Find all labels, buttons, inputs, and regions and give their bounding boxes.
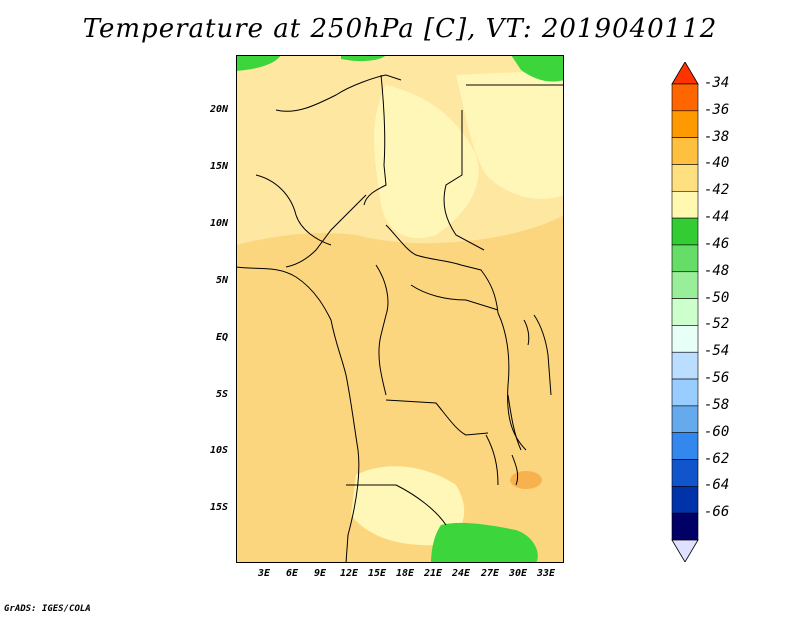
temperature-map — [236, 55, 564, 563]
colorbar-segment — [671, 271, 699, 299]
colorbar-segment — [671, 405, 699, 434]
colorbar-label: -40 — [704, 155, 730, 172]
colorbar-segment — [671, 378, 699, 407]
colorbar-label: -48 — [704, 262, 730, 279]
lon-label-21e: 21E — [423, 568, 443, 579]
lon-label-3e: 3E — [257, 568, 271, 579]
colorbar-label: -66 — [704, 504, 730, 521]
lat-label-15s: 15S — [209, 502, 228, 513]
warm-temperature-region — [236, 215, 564, 563]
cold-patch-northeast — [511, 55, 564, 82]
cold-patch-south — [431, 522, 538, 563]
colorbar-label: -44 — [704, 209, 730, 226]
colorbar-segment — [671, 512, 699, 541]
colorbar-label: -60 — [704, 423, 730, 440]
colorbar-label: -46 — [704, 235, 730, 252]
colorbar-label: -42 — [704, 182, 730, 199]
warm-patch-southeast — [510, 471, 542, 489]
colorbar-label: -62 — [704, 450, 730, 467]
colorbar-label: -58 — [704, 396, 730, 413]
cold-patch-northwest — [236, 55, 281, 71]
lat-label-eq: EQ — [215, 332, 228, 343]
lat-label-10s: 10S — [209, 445, 228, 456]
colorbar-segment — [671, 190, 699, 219]
map-frame — [236, 55, 564, 563]
colorbar-segment — [671, 432, 699, 460]
lon-label-33e: 33E — [536, 568, 556, 579]
colorbar-segment — [671, 110, 699, 138]
lat-label-15n: 15N — [209, 161, 228, 172]
lake-outlines — [507, 319, 530, 486]
colorbar-bottom-arrow — [671, 539, 699, 562]
lon-label-9e: 9E — [313, 568, 327, 579]
credit-text: GrADS: IGES/COLA — [4, 604, 91, 614]
colorbar-segment — [671, 325, 699, 353]
colorbar-label: -64 — [704, 477, 730, 494]
colorbar-segment — [671, 164, 699, 192]
colorbar-segment — [671, 486, 699, 514]
lat-label-20n: 20N — [209, 104, 228, 115]
lat-label-10n: 10N — [209, 218, 228, 229]
lon-label-12e: 12E — [339, 568, 359, 579]
cool-temperature-region-north — [374, 85, 479, 239]
colorbar-segment — [671, 298, 699, 326]
colorbar-segment — [671, 217, 699, 246]
chart-title: Temperature at 250hPa [C], VT: 201904011… — [82, 14, 718, 44]
colorbar-label: -56 — [704, 370, 730, 387]
cool-temperature-region-south — [351, 466, 465, 546]
lon-label-6e: 6E — [285, 568, 299, 579]
colorbar-label: -36 — [704, 101, 730, 118]
colorbar-label: -34 — [704, 75, 730, 91]
lon-label-24e: 24E — [451, 568, 471, 579]
lat-label-5n: 5N — [215, 275, 228, 286]
lon-label-15e: 15E — [367, 568, 387, 579]
colorbar-label: -54 — [704, 343, 730, 360]
lon-label-18e: 18E — [395, 568, 415, 579]
colorbar — [671, 62, 699, 562]
colorbar-segment — [671, 351, 699, 380]
lon-label-30e: 30E — [508, 568, 528, 579]
colorbar-label: -52 — [704, 316, 730, 333]
lon-label-27e: 27E — [480, 568, 500, 579]
cool-temperature-region-northeast — [456, 70, 564, 199]
lat-label-5s: 5S — [215, 389, 228, 400]
cold-patch-north — [341, 55, 386, 62]
colorbar-label: -38 — [704, 128, 730, 145]
colorbar-segment — [671, 137, 699, 165]
colorbar-segment — [671, 83, 699, 112]
colorbar-top-arrow — [671, 62, 699, 85]
colorbar-label: -50 — [704, 289, 730, 306]
colorbar-segment — [671, 459, 699, 487]
colorbar-segment — [671, 244, 699, 273]
